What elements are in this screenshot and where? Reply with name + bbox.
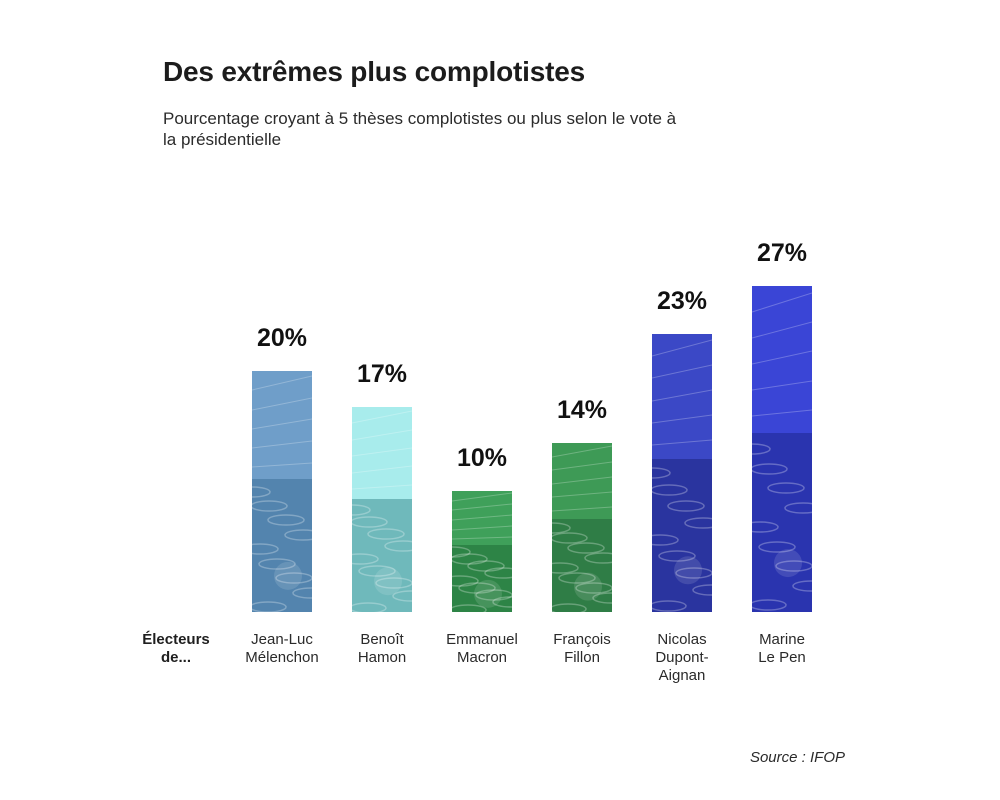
bar	[652, 334, 712, 612]
chart-title: Des extrêmes plus complotistes	[163, 56, 585, 87]
category-label: Benoît Hamon	[357, 631, 407, 666]
bar-value-label: 10%	[456, 444, 508, 472]
bar	[352, 407, 412, 612]
bar-value-label: 17%	[356, 360, 408, 388]
bar	[752, 286, 812, 612]
bar-value-label: 23%	[656, 287, 708, 315]
bar-value-label: 14%	[556, 396, 608, 424]
category-label: Nicolas Dupont- Aignan	[655, 631, 709, 684]
source-note: Source : IFOP	[749, 749, 845, 766]
bar	[452, 491, 512, 612]
category-label: Marine Le Pen	[758, 631, 806, 666]
bar-value-label: 20%	[256, 324, 308, 352]
chart-subtitle: Pourcentage croyant à 5 thèses complotis…	[163, 109, 677, 149]
category-label: Emmanuel Macron	[446, 631, 518, 666]
voters-row-label: Électeurs de...	[142, 631, 210, 666]
category-label: Jean-Luc Mélenchon	[245, 631, 319, 666]
bar-value-label: 27%	[756, 239, 808, 267]
category-label: François Fillon	[553, 631, 611, 666]
bar	[252, 371, 312, 612]
bar	[552, 443, 612, 612]
